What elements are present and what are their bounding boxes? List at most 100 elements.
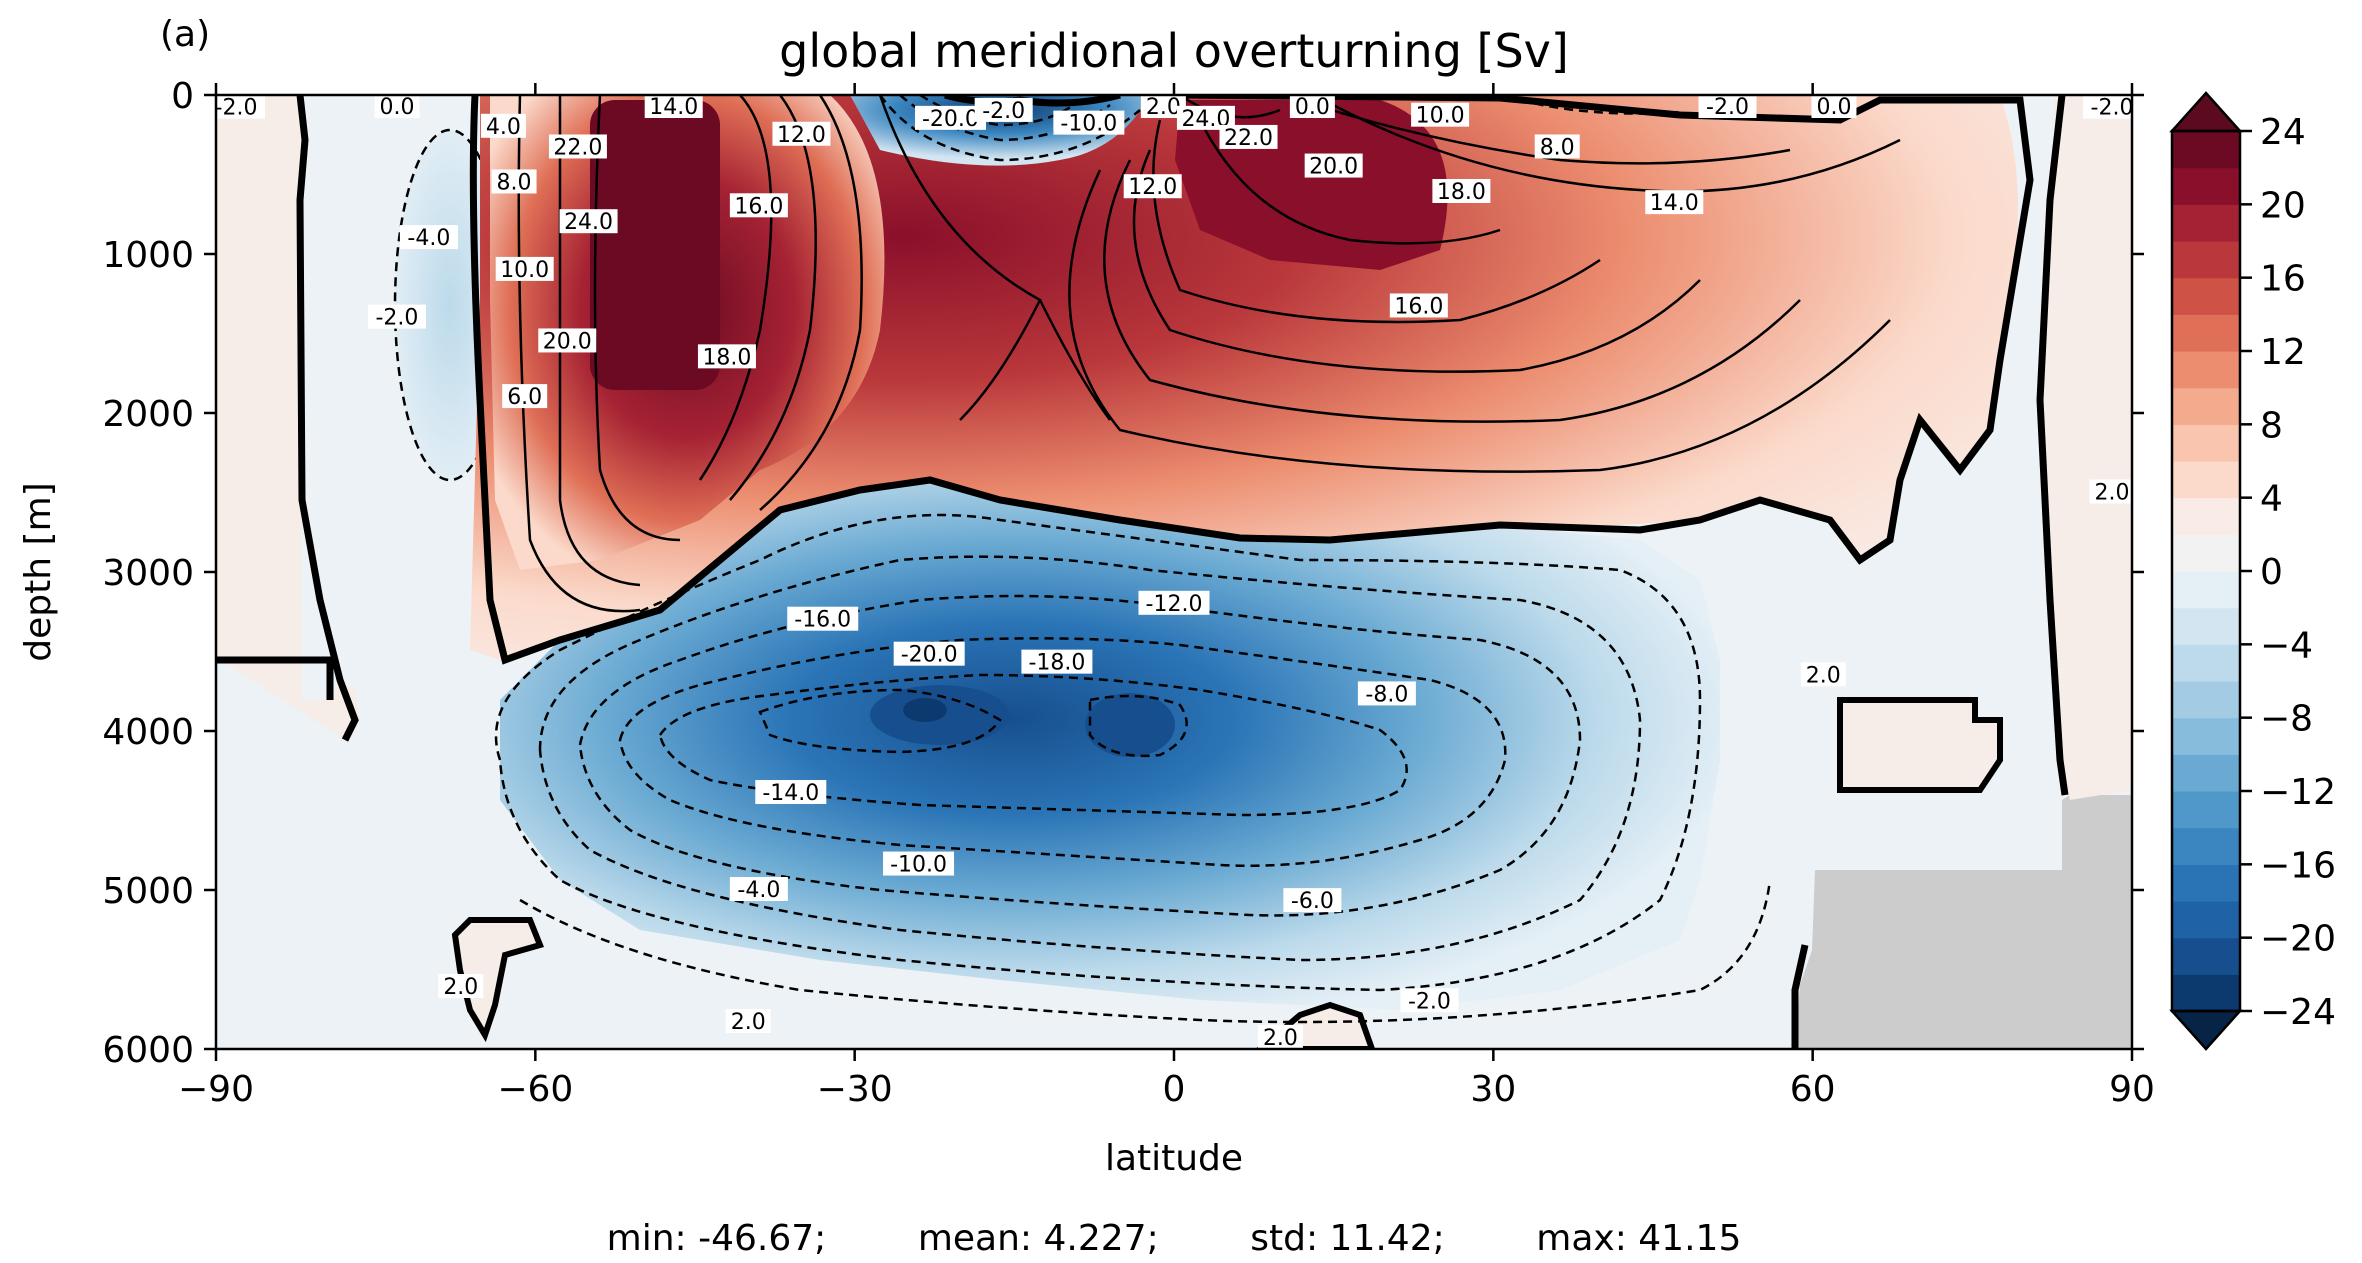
colorbar-tick-label: −20 — [2260, 919, 2336, 960]
contour-label-text: -2.0 — [215, 96, 258, 121]
chart-title: global meridional overturning [Sv] — [779, 24, 1569, 78]
contour-label-bg — [755, 780, 827, 805]
contour-label-text: -2.0 — [2091, 96, 2134, 121]
contour-label-bg — [644, 94, 703, 118]
contour-label-bg — [787, 606, 859, 631]
contour-label: 10.0 — [1411, 102, 1470, 129]
abyssal-inner-west — [903, 698, 947, 722]
x-tick-label: 30 — [1470, 1069, 1516, 1110]
contour-label-bg — [729, 193, 788, 218]
contour-label-text: 0.0 — [1816, 95, 1851, 120]
colorbar-tick-label: −8 — [2260, 699, 2313, 740]
contour-label: 0.0 — [1289, 94, 1335, 120]
contour-label-bg — [1053, 110, 1125, 135]
contour-label: 22.0 — [548, 134, 607, 160]
colorbar-segment — [2172, 827, 2240, 865]
contour-label-bg — [729, 877, 788, 901]
south-core-max — [590, 100, 720, 390]
colorbar-segment — [2172, 387, 2240, 425]
contour-label: 18.0 — [1432, 178, 1491, 205]
contour-label-bg — [480, 113, 526, 138]
contour-label: 10.0 — [495, 256, 554, 283]
contour-label: -2.0 — [1698, 94, 1757, 120]
contour-label-bg — [725, 1008, 771, 1033]
contour-label-bg — [2089, 479, 2135, 504]
contour-label-bg — [1811, 94, 1857, 118]
contour-label-text: 2.0 — [1806, 663, 1841, 688]
colorbar-segment — [2172, 717, 2240, 755]
colorbar-tick-label: 24 — [2260, 112, 2306, 153]
contour-label-text: -2.0 — [982, 99, 1025, 124]
contour-label-text: 8.0 — [1540, 135, 1575, 160]
contour-label-text: -2.0 — [1408, 989, 1451, 1014]
colorbar-tick-label: −12 — [2260, 772, 2336, 813]
contour-label-bg — [883, 851, 955, 876]
y-tick-label: 2000 — [102, 394, 194, 435]
contour-label-text: 20.0 — [1309, 155, 1358, 180]
contour-label: 14.0 — [644, 94, 703, 120]
colorbar-extend-bottom — [2169, 1009, 2243, 1051]
contour-label-bg — [559, 209, 618, 234]
contour-label-bg — [914, 105, 986, 130]
x-tick-label: −30 — [817, 1069, 893, 1110]
colorbar-segment — [2172, 974, 2240, 1012]
contour-label-bg — [1645, 190, 1704, 215]
y-tick-label: 1000 — [102, 235, 194, 276]
colorbar-tick-label: 12 — [2260, 332, 2306, 373]
colorbar-segment — [2172, 937, 2240, 975]
contour-label-text: 20.0 — [543, 329, 592, 354]
contour-label-bg — [893, 641, 965, 666]
contour-label-text: 22.0 — [553, 135, 602, 160]
contour-label-text: -6.0 — [1291, 889, 1334, 914]
y-axis-ticks: 0 1000 2000 3000 4000 5000 6000 — [102, 76, 2144, 1071]
contour-label: 20.0 — [1304, 153, 1363, 180]
contour-label-text: 14.0 — [649, 95, 698, 120]
contour-label-bg — [1304, 153, 1363, 178]
contour-label-text: -14.0 — [762, 781, 819, 806]
contour-label: -2.0 — [1400, 988, 1459, 1014]
contour-label: 2.0 — [2089, 479, 2135, 506]
contour-label: 12.0 — [772, 121, 831, 148]
contour-label: 6.0 — [502, 384, 548, 410]
colorbar-segment — [2172, 424, 2240, 462]
contour-label-bg — [1400, 988, 1459, 1013]
colorbar-segment — [2172, 864, 2240, 902]
colorbar-segment — [2172, 314, 2240, 352]
colorbar-segment — [2172, 131, 2240, 169]
colorbar-tick-label: 0 — [2260, 552, 2283, 593]
contour-label-text: 16.0 — [1394, 294, 1443, 319]
contour-label-text: -10.0 — [1060, 112, 1117, 137]
colorbar-segment — [2172, 461, 2240, 499]
contour-label-text: -12.0 — [1146, 592, 1203, 617]
contour-label-bg — [502, 384, 548, 409]
topography-mask — [1795, 795, 2132, 1049]
contour-label-bg — [1411, 102, 1470, 127]
colorbar-tick-label: 16 — [2260, 259, 2306, 300]
colorbar-extend-top — [2169, 91, 2243, 133]
contour-label-bg — [399, 225, 458, 250]
x-tick-label: −90 — [178, 1069, 254, 1110]
x-axis-label: latitude — [1105, 1138, 1243, 1179]
contour-label: 2.0 — [438, 973, 484, 1000]
contour-label: -6.0 — [1283, 888, 1342, 914]
contour-label: -2.0 — [974, 97, 1033, 124]
colorbar-segment — [2172, 681, 2240, 719]
colorbar-segment — [2172, 497, 2240, 535]
contour-label-text: 14.0 — [1650, 191, 1699, 216]
abyssal-core-east — [1085, 693, 1175, 757]
x-tick-label: −60 — [497, 1069, 573, 1110]
contour-label-bg — [1432, 178, 1491, 203]
contour-label-text: -4.0 — [407, 226, 450, 251]
colorbar-segment — [2172, 277, 2240, 315]
colorbar-tick-label: 4 — [2260, 479, 2283, 520]
contour-label: -20.0 — [914, 105, 986, 132]
contour-label: 18.0 — [697, 344, 756, 370]
contour-label-bg — [1357, 681, 1416, 706]
colorbar-segment — [2172, 791, 2240, 829]
contour-label: 0.0 — [374, 94, 420, 120]
colorbar-tick-label: −16 — [2260, 845, 2336, 886]
contour-label-text: -10.0 — [890, 853, 947, 878]
contour-label-bg — [495, 256, 554, 281]
contour-label-text: -16.0 — [794, 608, 851, 633]
